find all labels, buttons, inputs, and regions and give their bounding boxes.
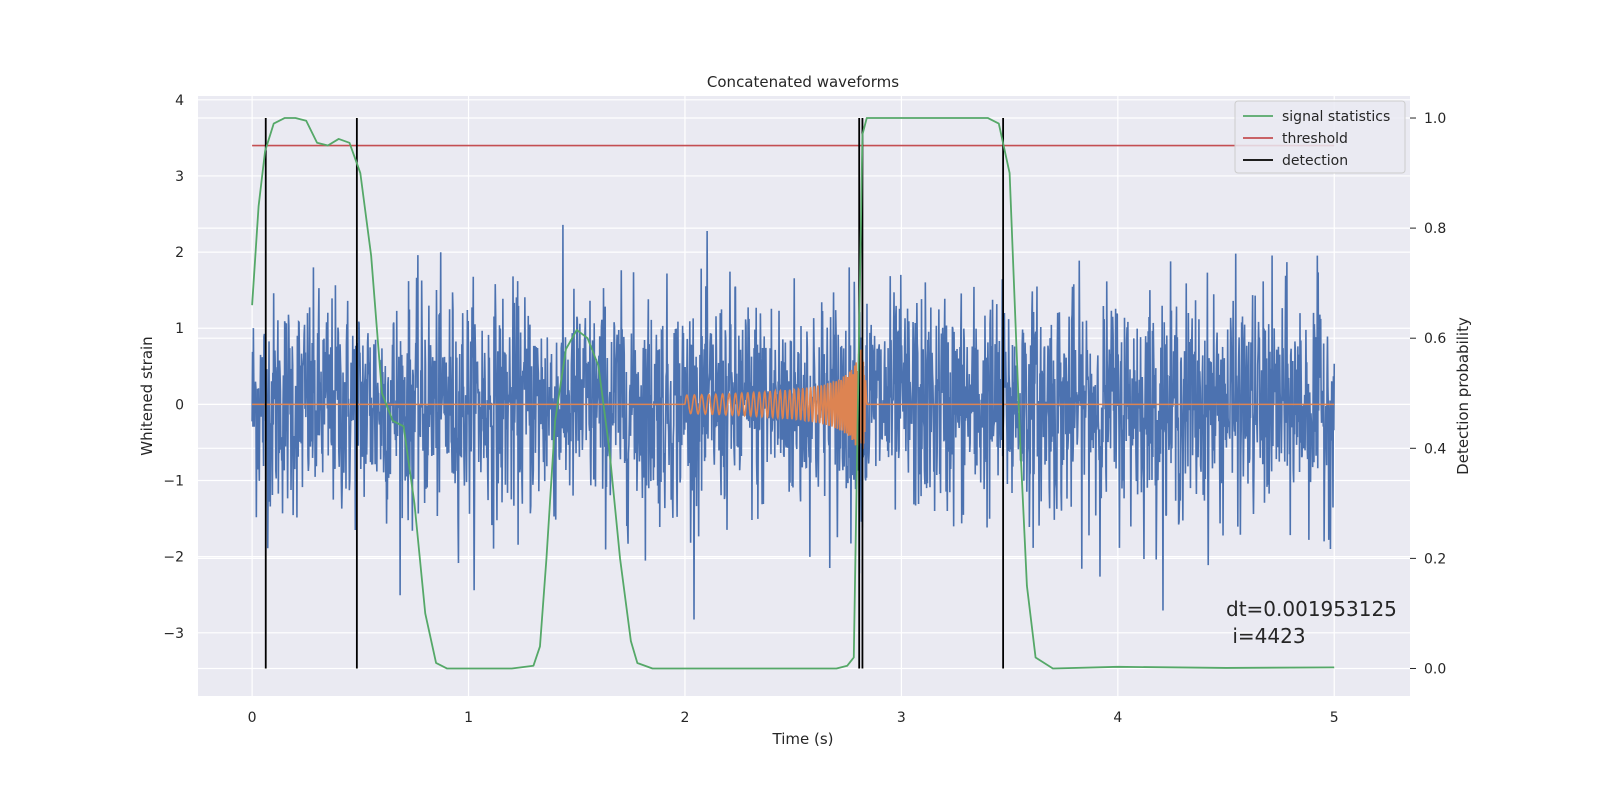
legend: signal statistics threshold detection [1234,100,1406,174]
annotation-index: i=4423 [1226,624,1306,648]
y-axis-right-label: Detection probability [1454,317,1472,475]
y-tick-label-6: 3 [175,169,184,185]
annotation-dt: dt=0.001953125 [1226,597,1397,621]
y-right-tick-label-3: 0.6 [1424,331,1446,347]
y-tick-label-5: 2 [175,245,184,261]
x-tick-label-5: 5 [1330,710,1339,726]
left-axis-ticks: −3 −2 −1 0 1 2 3 4 [163,93,184,642]
template-line [252,349,1335,449]
series-layer [251,117,1335,670]
y-right-tick-label-1: 0.2 [1424,551,1446,567]
y-tick-label-7: 4 [175,93,184,109]
strain-line [251,224,1336,620]
chart-title: Concatenated waveforms [707,73,899,91]
legend-label-signal-statistics: signal statistics [1282,109,1390,125]
y-axis-label: Whitened strain [138,336,156,455]
legend-label-threshold: threshold [1282,131,1348,147]
y-right-tick-label-5: 1.0 [1424,111,1446,127]
y-right-tick-label-0: 0.0 [1424,661,1446,677]
y-right-tick-label-4: 0.8 [1424,221,1446,237]
x-tick-label-4: 4 [1113,710,1122,726]
y-tick-label-2: −1 [163,474,184,490]
y-tick-label-3: 0 [175,397,184,413]
x-tick-label-0: 0 [248,710,257,726]
x-axis-ticks: 0 1 2 3 4 5 [248,710,1339,726]
x-tick-label-3: 3 [897,710,906,726]
x-axis-label: Time (s) [772,730,834,748]
y-tick-label-1: −2 [163,550,184,566]
x-tick-label-1: 1 [464,710,473,726]
legend-label-detection: detection [1282,153,1348,169]
template-waveform-layer [252,349,1335,449]
y-tick-label-4: 1 [175,321,184,337]
y-tick-label-0: −3 [163,626,184,642]
right-axis-ticks: 0.0 0.2 0.4 0.6 0.8 1.0 [1410,111,1446,677]
legend-box [1234,100,1406,174]
strain-noise-layer [251,224,1336,620]
x-tick-label-2: 2 [681,710,690,726]
signal-statistics-line [251,117,1335,670]
y-right-tick-label-2: 0.4 [1424,441,1446,457]
